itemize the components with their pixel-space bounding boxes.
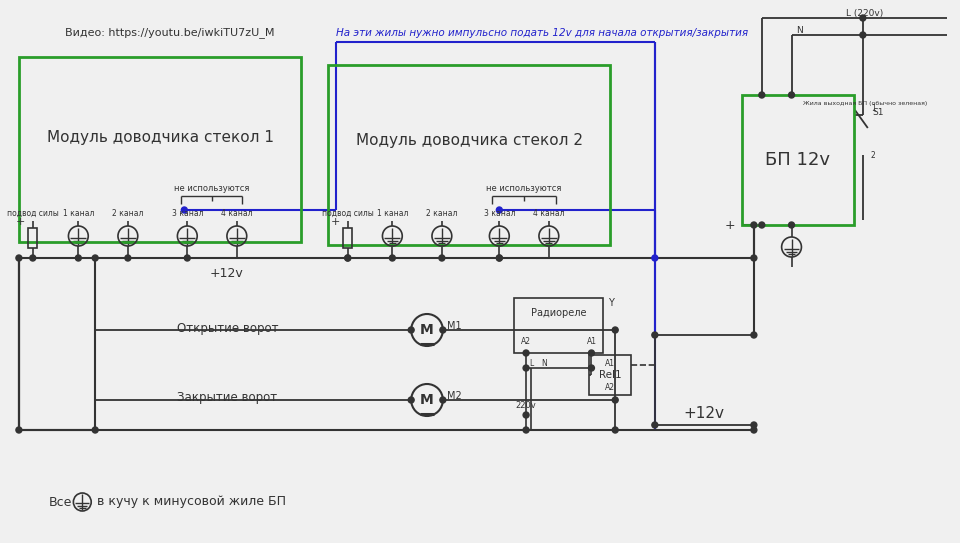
Circle shape	[523, 365, 529, 371]
Text: 1: 1	[871, 104, 876, 112]
Text: Видео: https://youtu.be/iwkiTU7zU_M: Видео: https://youtu.be/iwkiTU7zU_M	[65, 28, 275, 39]
Text: 2: 2	[871, 150, 876, 160]
Circle shape	[751, 427, 756, 433]
Circle shape	[751, 222, 756, 228]
Text: +12v: +12v	[210, 267, 244, 280]
Text: M2: M2	[446, 391, 462, 401]
Text: 2 канал: 2 канал	[112, 209, 144, 218]
Circle shape	[652, 255, 658, 261]
Circle shape	[76, 255, 82, 261]
Circle shape	[16, 427, 22, 433]
Text: +12v: +12v	[684, 406, 725, 420]
Text: M: M	[420, 393, 434, 407]
Circle shape	[751, 422, 756, 428]
Text: A2: A2	[605, 383, 615, 393]
Circle shape	[408, 327, 414, 333]
Circle shape	[588, 350, 594, 356]
Text: Закрытие ворот: Закрытие ворот	[178, 392, 277, 405]
Circle shape	[92, 255, 98, 261]
Circle shape	[496, 255, 502, 261]
Circle shape	[181, 207, 187, 213]
Text: +: +	[725, 218, 735, 231]
Circle shape	[751, 255, 756, 261]
Text: A1: A1	[605, 358, 615, 368]
Text: Радиореле: Радиореле	[531, 308, 587, 318]
Text: На эти жилы нужно импульсно подать 12v для начала открытия/закрытия: На эти жилы нужно импульсно подать 12v д…	[336, 28, 748, 38]
Circle shape	[751, 332, 756, 338]
Text: не используются: не используются	[174, 184, 250, 193]
Text: M1: M1	[446, 321, 462, 331]
Text: S1: S1	[873, 108, 884, 117]
Text: 3 канал: 3 канал	[172, 209, 204, 218]
Text: N: N	[797, 26, 804, 35]
Text: БП 12v: БП 12v	[765, 151, 830, 169]
Circle shape	[30, 255, 36, 261]
Circle shape	[523, 427, 529, 433]
Circle shape	[125, 255, 131, 261]
Circle shape	[860, 15, 866, 21]
Text: A2: A2	[521, 337, 531, 345]
Circle shape	[788, 222, 795, 228]
Circle shape	[408, 397, 414, 403]
Circle shape	[758, 222, 765, 228]
Text: не используются: не используются	[487, 184, 562, 193]
Circle shape	[523, 412, 529, 418]
Text: Все: Все	[49, 496, 72, 508]
Text: Rel1: Rel1	[599, 370, 621, 380]
Circle shape	[612, 427, 618, 433]
Circle shape	[345, 255, 350, 261]
Circle shape	[496, 255, 502, 261]
Bar	[742, 95, 854, 225]
Circle shape	[652, 422, 658, 428]
Circle shape	[652, 332, 658, 338]
Text: 220v: 220v	[516, 401, 537, 409]
Text: Жила выходная БП (обычно зеленая): Жила выходная БП (обычно зеленая)	[804, 100, 927, 105]
Text: Y: Y	[609, 298, 614, 308]
Bar	[515, 298, 603, 353]
Circle shape	[440, 397, 445, 403]
Circle shape	[439, 255, 444, 261]
Text: Открытие ворот: Открытие ворот	[178, 321, 279, 334]
Circle shape	[758, 92, 765, 98]
Bar	[19, 57, 301, 242]
Text: в кучу к минусовой жиле БП: в кучу к минусовой жиле БП	[97, 496, 286, 508]
Circle shape	[860, 32, 866, 38]
Circle shape	[345, 255, 350, 261]
Circle shape	[496, 207, 502, 213]
Text: L: L	[529, 358, 533, 368]
Circle shape	[16, 255, 22, 261]
Text: +: +	[331, 217, 341, 227]
Text: 4 канал: 4 канал	[533, 209, 564, 218]
Circle shape	[184, 255, 190, 261]
Text: M: M	[420, 323, 434, 337]
Circle shape	[612, 327, 618, 333]
Text: L (220v): L (220v)	[846, 9, 883, 17]
Text: 1 канал: 1 канал	[62, 209, 94, 218]
Text: подвод силы: подвод силы	[7, 209, 59, 218]
Circle shape	[612, 397, 618, 403]
Text: 3 канал: 3 канал	[484, 209, 516, 218]
Text: Модуль доводчика стекол 1: Модуль доводчика стекол 1	[46, 129, 274, 144]
Bar	[328, 65, 611, 245]
Circle shape	[92, 427, 98, 433]
Text: подвод силы: подвод силы	[322, 209, 373, 218]
Circle shape	[788, 92, 795, 98]
Circle shape	[390, 255, 396, 261]
Text: 4 канал: 4 канал	[221, 209, 252, 218]
Text: 2 канал: 2 канал	[426, 209, 458, 218]
Bar	[28, 228, 37, 248]
Text: +: +	[16, 217, 26, 227]
Circle shape	[588, 365, 594, 371]
Text: A1: A1	[587, 337, 596, 345]
Bar	[589, 355, 631, 395]
Text: N: N	[541, 358, 547, 368]
Text: 1 канал: 1 канал	[376, 209, 408, 218]
Circle shape	[440, 327, 445, 333]
Text: Модуль доводчика стекол 2: Модуль доводчика стекол 2	[355, 132, 583, 148]
Circle shape	[523, 350, 529, 356]
Bar	[344, 228, 352, 248]
